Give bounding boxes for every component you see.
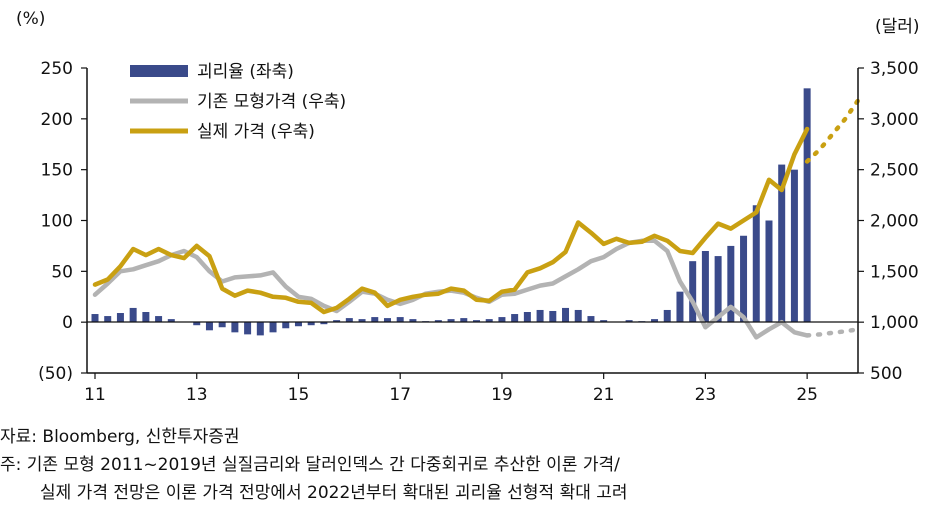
divergence-bar [765, 221, 772, 323]
divergence-bar [511, 314, 518, 322]
method-note-line2: 실제 가격 전망은 이론 가격 전망에서 2022년부터 확대된 괴리율 선형적… [0, 479, 940, 507]
divergence-bar [231, 322, 238, 332]
legend-bar-label: 괴리율 (좌축) [197, 62, 294, 82]
divergence-bar [524, 312, 531, 322]
divergence-bar [282, 322, 289, 328]
x-tick-label: 19 [491, 385, 513, 405]
divergence-bar [219, 322, 226, 327]
right-tick-label: 500 [870, 364, 902, 384]
x-tick-label: 21 [593, 385, 615, 405]
divergence-bar [295, 322, 302, 326]
divergence-bar [130, 308, 137, 322]
divergence-bar [740, 236, 747, 322]
x-axis-ticks: 11 13 15 17 19 21 23 25 [84, 373, 818, 405]
divergence-bar [562, 308, 569, 322]
divergence-bar [244, 322, 251, 334]
legend-model-label: 기존 모형가격 (우축) [197, 92, 346, 112]
x-tick-label: 13 [186, 385, 208, 405]
divergence-bar [117, 313, 124, 322]
actual-price-forecast-line [807, 101, 858, 162]
divergence-bar [537, 310, 544, 322]
x-tick-label: 23 [695, 385, 717, 405]
right-tick-label: 3,000 [870, 110, 919, 130]
divergence-bar [257, 322, 264, 335]
method-note-line1: 주: 기존 모형 2011~2019년 실질금리와 달러인덱스 간 다중회귀로 … [0, 451, 940, 479]
left-tick-label: 100 [41, 212, 73, 232]
divergence-bar [689, 261, 696, 322]
divergence-bar [804, 88, 811, 322]
divergence-bar [791, 170, 798, 323]
divergence-bar [575, 310, 582, 322]
x-tick-label: 17 [389, 385, 411, 405]
divergence-bar [104, 316, 111, 322]
actual-price-line [95, 129, 807, 312]
legend-actual-label: 실제 가격 (우축) [197, 122, 315, 142]
chart-notes: 자료: Bloomberg, 신한투자증권 주: 기존 모형 2011~2019… [0, 423, 940, 507]
model-price-forecast-line [807, 329, 858, 335]
divergence-bar [753, 205, 760, 322]
left-axis-unit: (%) [16, 9, 45, 29]
divergence-bar [702, 251, 709, 322]
divergence-bar [676, 292, 683, 323]
divergence-bar [142, 312, 149, 322]
right-tick-label: 2,500 [870, 161, 919, 181]
x-tick-label: 11 [84, 385, 106, 405]
right-tick-label: 1,500 [870, 262, 919, 282]
divergence-bar [308, 322, 315, 325]
left-tick-label: 250 [41, 59, 73, 79]
left-tick-label: (50) [38, 364, 73, 384]
right-axis-unit: (달러) [875, 17, 920, 37]
right-tick-label: 1,000 [870, 313, 919, 333]
left-tick-label: 50 [51, 262, 73, 282]
right-tick-label: 3,500 [870, 59, 919, 79]
legend: 괴리율 (좌축) 기존 모형가격 (우축) 실제 가격 (우축) [130, 62, 346, 142]
divergence-bar [92, 314, 99, 322]
left-axis-ticks: 250 200 150 100 50 0 (50) [38, 59, 87, 384]
divergence-bar [270, 322, 277, 332]
x-tick-label: 25 [796, 385, 818, 405]
left-tick-label: 200 [41, 110, 73, 130]
x-tick-label: 15 [288, 385, 310, 405]
divergence-bar [664, 310, 671, 322]
source-note: 자료: Bloomberg, 신한투자증권 [0, 423, 940, 451]
divergence-bar [193, 322, 200, 325]
right-tick-label: 2,000 [870, 212, 919, 232]
divergence-bar [206, 322, 213, 330]
divergence-bar [155, 316, 162, 322]
divergence-bar [587, 316, 594, 322]
left-tick-label: 150 [41, 161, 73, 181]
left-tick-label: 0 [62, 313, 73, 333]
right-axis-ticks: 3,500 3,000 2,500 2,000 1,500 1,000 500 [858, 59, 919, 384]
divergence-bar [549, 311, 556, 322]
legend-bar-swatch [130, 65, 188, 77]
